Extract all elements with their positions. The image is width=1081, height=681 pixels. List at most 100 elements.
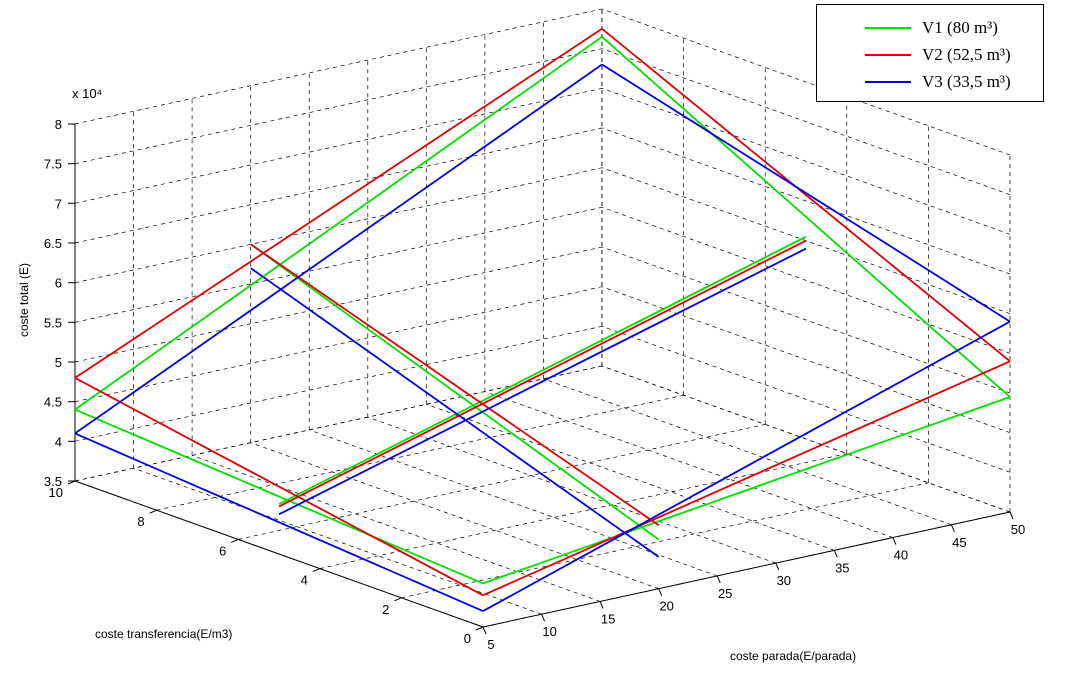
legend-item-v2: V2 (52,5 m³) [817,43,1043,67]
grid-line [484,391,894,538]
x-tick [482,626,487,635]
x-tick-label: 10 [542,624,556,639]
series-line [250,267,660,558]
grid-line [74,206,603,323]
legend-swatch-v1 [865,27,911,29]
grid-line [601,48,1011,196]
z-tick-label: 6.5 [44,236,62,251]
z-tick-label: 8 [55,117,62,132]
z-tick-label: 7.5 [44,157,62,172]
y-tick [312,568,320,573]
x-tick-label: 50 [1011,522,1025,537]
grid-line [74,127,603,244]
series-line [74,377,484,597]
y-tick [394,597,402,602]
grid-line [426,403,835,551]
series-line [278,235,807,505]
tick-labels: 510152025303540455002468103.544.555.566.… [44,117,1025,652]
grid-line [601,87,1011,235]
y-axis-line [74,480,484,628]
grid-line [601,246,1011,394]
grid-line [74,48,603,165]
x-tick-label: 40 [894,548,908,563]
legend-swatch-v3 [865,81,911,83]
grid-line [601,286,1011,434]
y-tick-label: 10 [49,485,63,500]
legend-label-v1: V1 (80 m³) [922,18,998,37]
grid-line [601,8,1011,156]
x-tick-label: 5 [487,637,494,652]
grid-line [74,286,603,403]
x-tick-label: 45 [952,535,966,550]
series-line [482,320,1011,612]
legend-label-v2: V2 (52,5 m³) [922,45,1011,64]
y-axis-label: coste transferencia(E/m3) [95,627,232,641]
legend-item-v1: V1 (80 m³) [817,16,1043,40]
z-tick-label: 5.5 [44,315,62,330]
series-line [601,28,1011,362]
x-tick [775,562,780,571]
series-line [74,432,484,612]
grid-line [191,455,601,602]
x-tick [950,524,955,532]
series-line [482,360,1011,597]
y-tick-label: 2 [382,602,389,617]
grid-line [250,442,659,590]
series-3 [74,63,1011,612]
legend-label-v3: V3 (33,5 m³) [922,72,1011,91]
y-tick [149,509,157,514]
grid-line [601,325,1011,473]
series-line [74,408,484,585]
grid-line [133,467,542,615]
grid-line [74,167,603,284]
z-tick-label: 6 [55,276,62,291]
grid-line [601,206,1011,354]
x-tick [1009,511,1014,520]
series-group [74,28,1011,612]
x-tick [658,588,663,596]
y-tick-label: 8 [137,514,144,529]
series-line [278,239,807,508]
y-tick-label: 6 [219,543,226,558]
y-tick [231,538,239,543]
grid-line [238,424,766,540]
x-tick [892,537,897,545]
series-line [250,243,660,526]
y-tick-label: 4 [301,573,308,588]
grid-line [601,365,1011,513]
grid-line [74,325,603,442]
series-line [74,63,603,435]
x-tick [716,575,721,584]
z-tick-label: 7 [55,196,62,211]
grid-line [367,416,776,564]
grid-line [601,127,1011,275]
grid-line [74,8,603,125]
y-tick [475,626,484,631]
x-tick-label: 25 [718,586,732,601]
series-line [74,36,603,411]
grid-line [543,378,952,526]
x-tick [833,550,838,558]
z-tick-label: 5 [55,355,62,370]
grid-line [74,87,603,204]
series-line [601,63,1011,323]
x-axis-label: coste parada(E/parada) [730,649,856,663]
x-tick [599,601,604,609]
z-exponent-label: x 10⁴ [72,86,102,101]
series-line [278,247,807,516]
series-line [74,28,603,379]
x-axis-line [482,511,1011,628]
z-tick-label: 4.5 [44,395,62,410]
grid-line [156,394,684,511]
series-line [482,396,1011,585]
legend: V1 (80 m³) V2 (52,5 m³) V3 (33,5 m³) [816,4,1044,102]
axes-box [67,123,1014,635]
x-tick-label: 20 [659,599,673,614]
x-tick-label: 30 [777,573,791,588]
series-2 [74,28,1011,597]
legend-swatch-v2 [865,54,911,56]
grid-line [74,246,603,363]
y-tick-label: 0 [464,631,471,646]
series-1 [74,36,1011,585]
